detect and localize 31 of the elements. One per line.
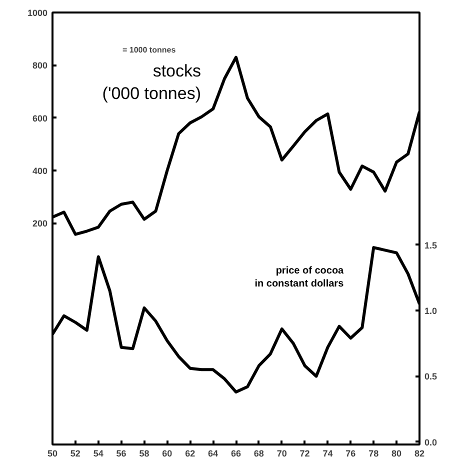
x-tick-label: 56	[116, 448, 126, 458]
x-tick-label: 60	[162, 448, 172, 458]
x-tick-label: 72	[300, 448, 310, 458]
x-tick-label: 54	[93, 448, 104, 458]
x-tick-label: 64	[208, 448, 218, 458]
x-tick-label: 50	[47, 448, 58, 458]
line-series	[52, 246, 420, 394]
y-tick-label: 800	[32, 60, 48, 71]
y2-tick-label: 1.0	[424, 306, 438, 316]
text: price of cocoa in constant dollars	[254, 266, 344, 290]
y-tick-label: 1000	[27, 8, 48, 18]
annotation: = 1000 tonnes	[122, 46, 176, 54]
series-label: stocks ('000 tonnes)	[102, 61, 202, 104]
x-tick-label: 68	[254, 448, 264, 458]
x-tick-label: 66	[230, 448, 242, 458]
y2-tick-label: 0.0	[424, 437, 438, 448]
y-tick-label: 200	[32, 218, 48, 229]
x-tick-label: 74	[322, 448, 333, 458]
x-tick-label: 78	[368, 448, 379, 458]
y-tick-label: 400	[32, 166, 48, 176]
x-tick-label: 70	[276, 448, 287, 458]
y-tick-label: 600	[32, 113, 48, 124]
x-tick-label: 52	[70, 448, 80, 458]
line-series	[52, 56, 420, 236]
y2-tick-label: 0.5	[424, 372, 438, 382]
x-tick-label: 76	[346, 448, 356, 458]
x-tick-label: 58	[139, 448, 150, 458]
x-tick-label: 82	[414, 448, 425, 458]
x-tick-label: 62	[185, 448, 196, 458]
x-tick-label: 80	[392, 448, 402, 458]
y2-tick-label: 1.5	[424, 240, 438, 250]
